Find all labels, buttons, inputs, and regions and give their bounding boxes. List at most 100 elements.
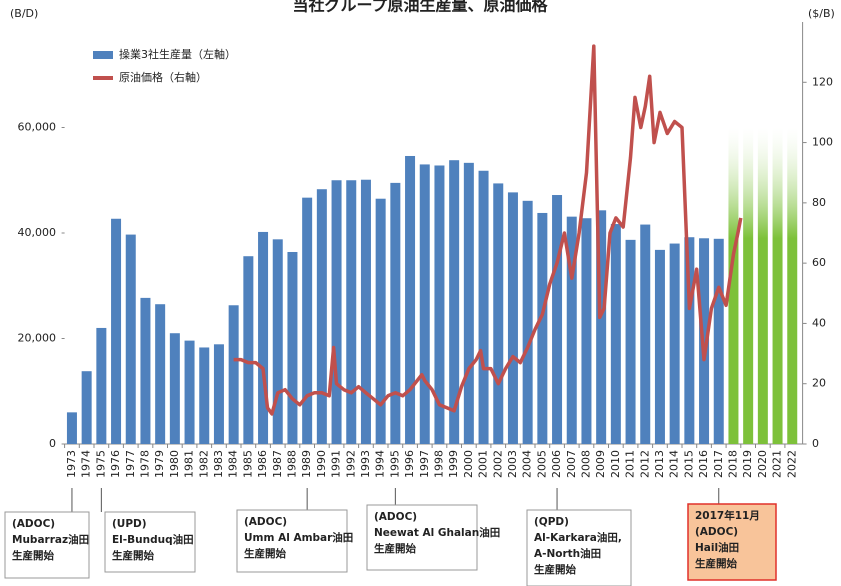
annotation-box — [104, 511, 196, 573]
bar — [537, 212, 548, 444]
y-tick-label: 60,000 — [18, 121, 57, 134]
y-tick-label: 0 — [49, 437, 56, 450]
x-tick-label: 2018 — [726, 450, 739, 478]
x-tick-label: 1985 — [241, 450, 254, 478]
y2-tick-label: 40 — [812, 316, 826, 329]
bar — [493, 183, 504, 445]
bar — [640, 224, 651, 444]
projected-bar — [743, 127, 754, 444]
annotation-text: Al-Karkara油田, — [534, 531, 622, 544]
annotation-text: (UPD) — [112, 518, 147, 530]
x-tick-label: 1977 — [124, 450, 137, 478]
bar — [596, 210, 607, 444]
bar — [302, 197, 313, 444]
projected-bar — [772, 127, 783, 444]
y2-tick-label: 120 — [812, 75, 833, 88]
bar — [287, 251, 298, 444]
x-tick-label: 2007 — [565, 450, 578, 478]
x-tick-label: 2009 — [594, 450, 607, 478]
projected-bar — [787, 127, 798, 444]
projected-bar — [757, 127, 768, 444]
x-tick-label: 2019 — [741, 450, 754, 478]
x-tick-label: 1973 — [65, 450, 78, 478]
x-tick-label: 1989 — [300, 450, 313, 478]
annotation-text: 生産開始 — [12, 549, 54, 562]
y2-axis-label: ($/B) — [808, 7, 835, 20]
y-tick-label: 20,000 — [18, 332, 57, 345]
x-tick-label: 1995 — [388, 450, 401, 478]
x-tick-label: 1980 — [168, 450, 181, 478]
x-tick-label: 1998 — [432, 450, 445, 478]
x-tick-label: 2021 — [771, 450, 784, 478]
chart-title: 当社グループ原油生産量、原油価格 — [292, 0, 548, 15]
x-tick-label: 1994 — [374, 450, 387, 478]
annotation-text: (ADOC) — [695, 526, 738, 538]
annotation-box — [236, 509, 348, 573]
legend-label: 原油価格（右軸） — [119, 70, 207, 84]
x-tick-label: 2016 — [697, 450, 710, 478]
bar — [169, 333, 180, 444]
x-tick-label: 2014 — [668, 450, 681, 478]
x-tick-label: 2015 — [682, 450, 695, 478]
x-tick-label: 2013 — [653, 450, 666, 478]
bar — [346, 180, 357, 444]
bar — [566, 216, 577, 444]
bar — [552, 195, 563, 444]
bar — [331, 180, 342, 444]
bar — [228, 305, 239, 444]
x-tick-label: 1997 — [418, 450, 431, 478]
bar — [111, 218, 122, 444]
bar — [478, 170, 489, 444]
bar — [625, 239, 636, 444]
bar — [654, 249, 665, 444]
bar — [610, 224, 621, 444]
x-tick-label: 1996 — [403, 450, 416, 478]
annotation-text: A-North油田 — [534, 547, 601, 560]
bar — [419, 164, 430, 445]
annotation-text: Hail油田 — [695, 541, 739, 554]
x-tick-label: 1999 — [447, 450, 460, 478]
annotation-text: Umm Al Ambar油田 — [244, 531, 353, 544]
x-tick-label: 1974 — [80, 450, 93, 478]
annotation-text: 2017年11月 — [695, 509, 760, 522]
x-tick-label: 1981 — [183, 450, 196, 478]
annotation-box — [4, 511, 90, 579]
bar — [96, 327, 107, 444]
annotation-text: (ADOC) — [374, 511, 417, 523]
x-tick-label: 1984 — [227, 450, 240, 478]
y2-tick-label: 100 — [812, 136, 833, 149]
bar — [272, 239, 283, 444]
x-tick-label: 2001 — [477, 450, 490, 478]
x-tick-label: 1988 — [285, 450, 298, 478]
annotation-box — [687, 503, 777, 581]
legend-label: 操業3社生産量（左軸） — [119, 47, 236, 61]
x-tick-label: 2000 — [462, 450, 475, 478]
price-line — [233, 44, 743, 416]
x-tick-label: 2006 — [550, 450, 563, 478]
x-tick-label: 2010 — [609, 450, 622, 478]
y2-tick-label: 0 — [812, 437, 819, 450]
annotation-text: El-Bunduq油田 — [112, 533, 194, 546]
legend-swatch — [93, 51, 113, 59]
bar — [316, 189, 327, 444]
x-tick-label: 1991 — [330, 450, 343, 478]
x-tick-label: 1990 — [315, 450, 328, 478]
x-tick-label: 1983 — [212, 450, 225, 478]
annotation-text: 生産開始 — [695, 557, 737, 570]
bar — [258, 231, 269, 444]
bar — [405, 155, 416, 445]
annotation-text: 生産開始 — [112, 549, 154, 562]
bar — [213, 344, 224, 444]
bar — [449, 160, 460, 444]
annotation-text: 生産開始 — [244, 547, 286, 560]
bar — [684, 237, 695, 444]
bar — [581, 218, 592, 444]
bar — [360, 179, 371, 444]
bar — [390, 182, 401, 444]
y2-tick-label: 80 — [812, 196, 826, 209]
bar — [375, 198, 386, 444]
x-tick-label: 2002 — [491, 450, 504, 478]
x-tick-label: 2003 — [506, 450, 519, 478]
x-tick-label: 2008 — [579, 450, 592, 478]
x-tick-label: 1986 — [256, 450, 269, 478]
